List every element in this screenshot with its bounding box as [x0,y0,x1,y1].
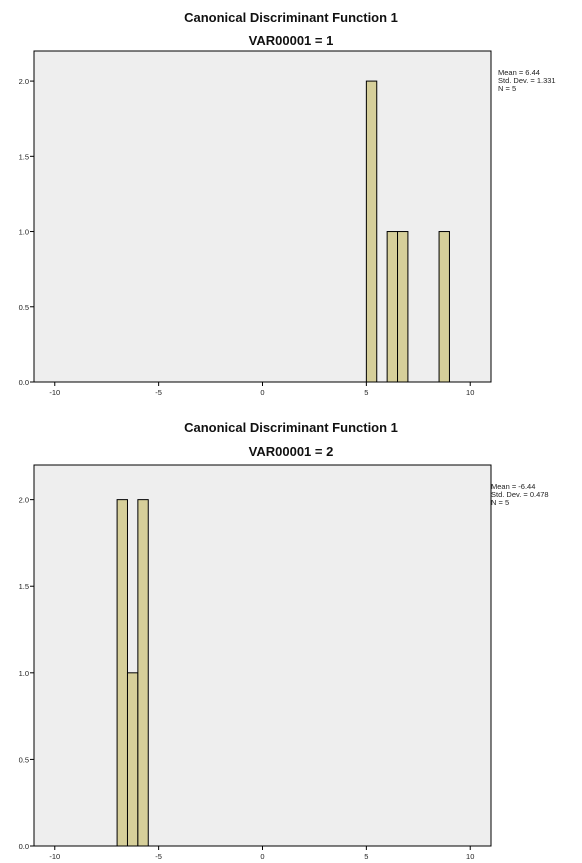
y-tick-label: 1.0 [19,228,29,237]
y-tick-label: 0.5 [19,303,29,312]
std-dev-stat: Std. Dev. = 1.331 [498,76,556,85]
n-stat: N = 5 [491,498,510,507]
chart-subtitle: VAR00001 = 2 [248,444,334,459]
y-tick-label: 0.5 [19,755,29,764]
y-tick-label: 2.0 [19,77,29,86]
y-tick-label: 1.5 [19,582,29,591]
plot-area [33,464,492,847]
mean-stat: Mean = 6.44 [498,68,540,77]
histogram-bar [116,499,128,847]
mean-stat: Mean = -6.44 [491,482,536,491]
x-tick-label: 0 [260,852,264,861]
x-tick-label: 10 [466,852,474,861]
y-tick-label: 2.0 [19,496,29,505]
histogram-bar [397,231,409,383]
histogram-panel-1: Canonical Discriminant Function 1 VAR000… [0,0,582,422]
x-tick-label: 5 [364,388,368,397]
histogram-bar [126,672,139,847]
y-tick-label: 1.5 [19,152,29,161]
y-tick-label: 0.0 [19,378,29,387]
y-tick-label: 1.0 [19,669,29,678]
x-tick-label: -5 [155,388,162,397]
x-tick-label: 0 [260,388,264,397]
x-tick-label: 5 [364,852,368,861]
n-stat: N = 5 [498,84,517,93]
chart-title: Canonical Discriminant Function 1 [184,420,398,435]
histogram-panel-2: Canonical Discriminant Function 1 VAR000… [0,414,582,863]
plot-area [33,50,492,383]
summary-statistics: Mean = 6.44 Std. Dev. = 1.331 N = 5 [498,69,556,93]
chart-title: Canonical Discriminant Function 1 [184,10,398,25]
x-tick-label: -5 [155,852,162,861]
histogram-bar [365,80,378,383]
histogram-bar [386,231,399,383]
histogram-plot: 0.0 0.5 1.0 1.5 2.0 -10 -5 0 5 10 [19,50,492,397]
chart-subtitle: VAR00001 = 1 [248,33,334,48]
std-dev-stat: Std. Dev. = 0.478 [491,490,549,499]
summary-statistics: Mean = -6.44 Std. Dev. = 0.478 N = 5 [491,483,549,507]
histogram-plot: 0.0 0.5 1.0 1.5 2.0 -10 -5 0 5 10 [19,464,492,861]
y-tick-label: 0.0 [19,842,29,851]
x-tick-label: -10 [49,388,60,397]
x-tick-label: 10 [466,388,474,397]
x-tick-label: -10 [49,852,60,861]
histogram-bar [137,499,149,847]
histogram-bar [438,231,450,383]
